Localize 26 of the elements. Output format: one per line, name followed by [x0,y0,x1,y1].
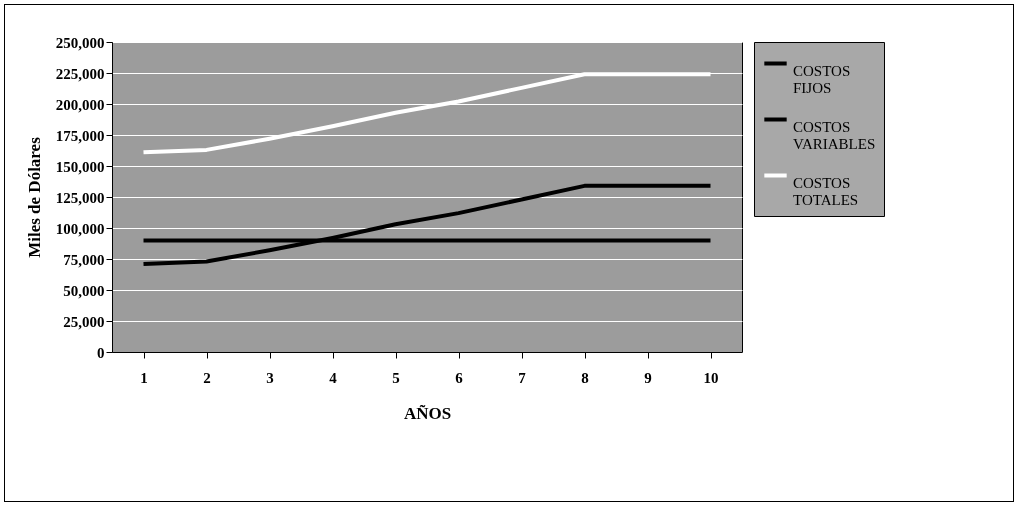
x-tick-label: 4 [329,369,338,386]
x-tick-label: 5 [392,369,400,386]
y-tick-label: 200,000 [55,96,105,113]
x-tick-label: 2 [203,369,211,386]
x-axis-title: AÑOS [403,403,452,423]
x-tick-label: 3 [266,369,274,386]
y-tick-label: 175,000 [55,127,105,144]
y-tick-label: 250,000 [55,34,105,51]
y-tick-label: 125,000 [55,189,105,206]
y-tick-label: 75,000 [63,251,105,268]
y-tick-label: 225,000 [55,65,105,82]
y-tick-label: 50,000 [63,282,105,299]
x-tick-label: 6 [455,369,464,386]
x-tick-label: 8 [581,369,589,386]
y-tick-label: 100,000 [55,220,105,237]
x-tick-label: 1 [140,369,148,386]
y-axis-title: Miles de Dólares [24,136,44,258]
x-tick-label: 9 [644,369,652,386]
legend-label: COSTOS FIJOS [793,62,851,96]
x-tick-label: 7 [518,369,527,386]
y-tick-label: 150,000 [55,158,105,175]
x-tick-label: 10 [703,369,719,386]
legend-label: COSTOS TOTALES [793,174,859,208]
y-tick-label: 0 [97,344,105,361]
y-tick-label: 25,000 [63,313,105,330]
legend-label: COSTOS VARIABLES [793,118,876,152]
